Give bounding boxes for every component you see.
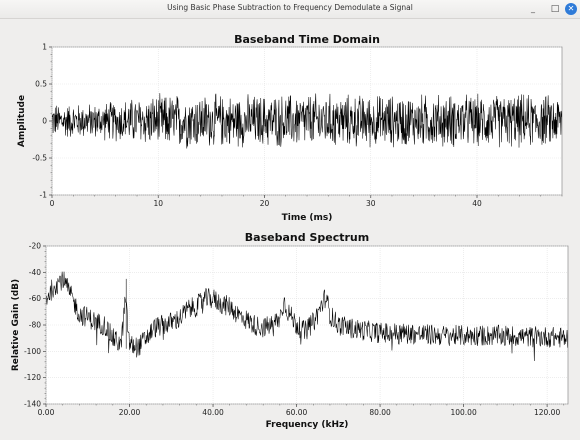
series-line-1 bbox=[52, 93, 562, 149]
chart-title: Baseband Spectrum bbox=[245, 231, 369, 244]
maximize-button[interactable]: □ bbox=[550, 4, 560, 14]
y-tick-label: -100 bbox=[24, 347, 41, 356]
x-tick-label: 20.00 bbox=[119, 408, 141, 417]
y-tick-label: -40 bbox=[29, 268, 41, 277]
x-tick-label: 0.00 bbox=[38, 408, 55, 417]
x-tick-label: 40 bbox=[472, 199, 482, 208]
y-axis-label: Relative Gain (dB) bbox=[11, 279, 21, 371]
y-tick-label: -80 bbox=[29, 321, 41, 330]
x-tick-label: 10 bbox=[153, 199, 163, 208]
x-tick-label: 60.00 bbox=[286, 408, 308, 417]
y-tick-label: -1 bbox=[40, 191, 48, 200]
close-button[interactable]: ✕ bbox=[565, 3, 577, 15]
y-tick-label: -60 bbox=[29, 294, 41, 303]
y-tick-label: 0 bbox=[42, 117, 47, 126]
title-bar[interactable]: Using Basic Phase Subtraction to Frequen… bbox=[0, 0, 580, 19]
x-tick-label: 0 bbox=[50, 199, 55, 208]
y-axis-label: Amplitude bbox=[17, 95, 27, 147]
x-tick-label: 80.00 bbox=[369, 408, 391, 417]
y-tick-label: -0.5 bbox=[32, 154, 47, 163]
series-line-2 bbox=[46, 271, 568, 362]
x-tick-label: 30 bbox=[366, 199, 376, 208]
y-tick-label: -140 bbox=[24, 400, 41, 409]
x-tick-label: 100.00 bbox=[450, 408, 476, 417]
x-tick-label: 20 bbox=[260, 199, 270, 208]
x-tick-label: 120.00 bbox=[534, 408, 560, 417]
y-tick-label: -20 bbox=[29, 242, 41, 251]
chart-title: Baseband Time Domain bbox=[234, 33, 380, 46]
window-title: Using Basic Phase Subtraction to Frequen… bbox=[167, 3, 413, 12]
y-tick-label: -120 bbox=[24, 373, 41, 382]
x-tick-label: 40.00 bbox=[202, 408, 224, 417]
y-tick-label: 1 bbox=[42, 43, 47, 52]
x-axis-label: Frequency (kHz) bbox=[266, 420, 349, 430]
x-axis-label: Time (ms) bbox=[282, 213, 333, 223]
y-tick-label: 0.5 bbox=[35, 80, 47, 89]
minimize-button[interactable]: _ bbox=[531, 4, 535, 13]
